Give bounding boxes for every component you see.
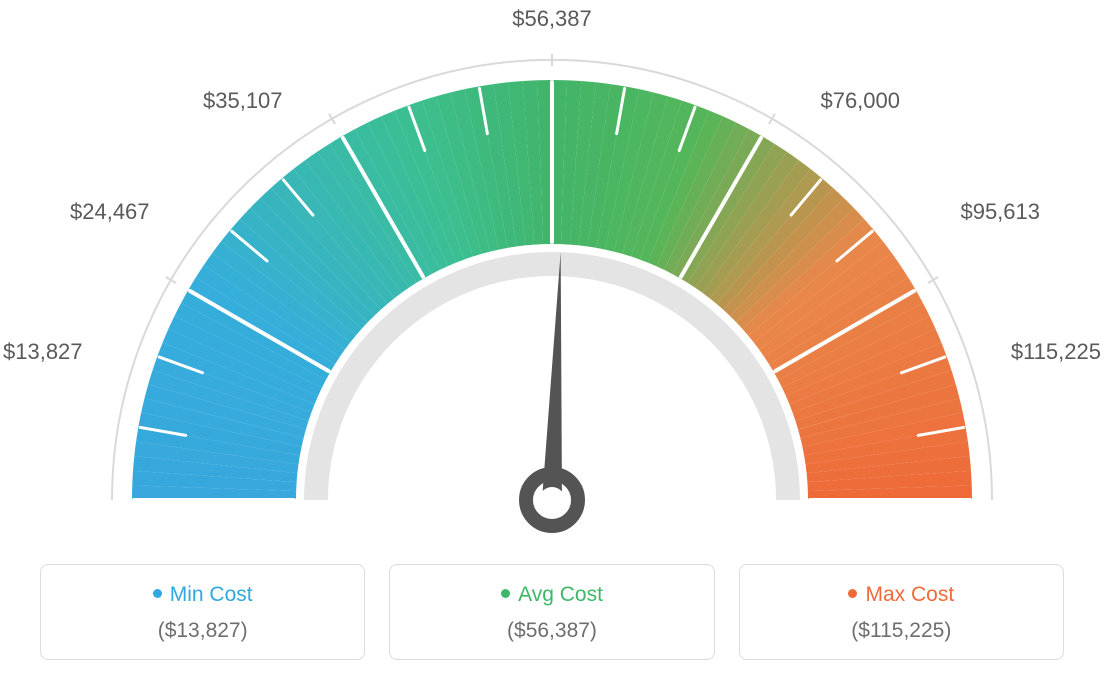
gauge-chart: $13,827 $24,467 $35,107 $56,387 $76,000 $95,6…	[0, 0, 1104, 560]
gauge-tick-label: $35,107	[203, 88, 283, 114]
legend-value-avg: ($56,387)	[400, 619, 703, 643]
gauge-tick-label: $115,225	[1011, 339, 1101, 365]
legend-value-max: ($115,225)	[750, 619, 1053, 643]
legend-title-avg: Avg Cost	[400, 583, 703, 607]
legend-dot-avg	[501, 589, 510, 598]
gauge-tick-label: $24,467	[70, 199, 150, 225]
legend-row: Min Cost ($13,827) Avg Cost ($56,387) Ma…	[40, 564, 1064, 660]
legend-dot-max	[848, 589, 857, 598]
legend-card-min: Min Cost ($13,827)	[40, 564, 365, 660]
legend-card-max: Max Cost ($115,225)	[739, 564, 1064, 660]
legend-card-avg: Avg Cost ($56,387)	[389, 564, 714, 660]
legend-title-min-text: Min Cost	[170, 583, 253, 606]
gauge-tick-label: $56,387	[512, 6, 592, 32]
gauge-tick-label: $95,613	[960, 199, 1040, 225]
gauge-tick-label: $13,827	[3, 339, 83, 365]
legend-dot-min	[153, 589, 162, 598]
legend-title-avg-text: Avg Cost	[518, 583, 603, 606]
legend-title-max: Max Cost	[750, 583, 1053, 607]
legend-title-max-text: Max Cost	[865, 583, 954, 606]
gauge-tick-label: $76,000	[820, 88, 900, 114]
legend-title-min: Min Cost	[51, 583, 354, 607]
legend-value-min: ($13,827)	[51, 619, 354, 643]
